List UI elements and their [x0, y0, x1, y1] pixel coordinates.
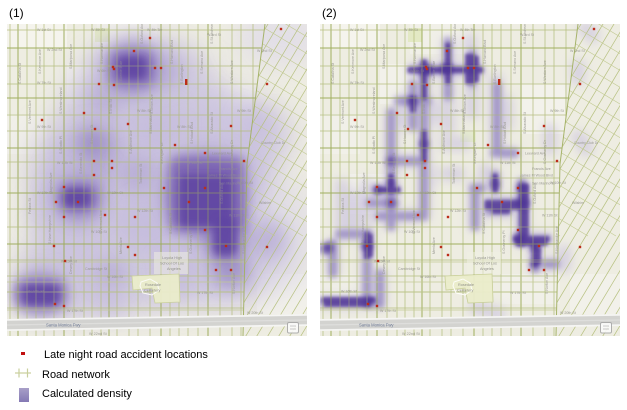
svg-text:Rosedale: Rosedale [458, 283, 474, 287]
svg-text:Angeles: Angeles [167, 267, 181, 271]
svg-text:Cemetery: Cemetery [457, 289, 474, 293]
svg-text:School Of Los: School Of Los [160, 262, 184, 266]
svg-text:School Of Los: School Of Los [473, 262, 497, 266]
svg-text:Loyola High: Loyola High [162, 256, 182, 260]
svg-text:Angeles: Angeles [480, 267, 494, 271]
svg-text:Rosedale: Rosedale [145, 283, 161, 287]
svg-text:Cemetery: Cemetery [144, 289, 161, 293]
svg-text:Loyola High: Loyola High [475, 256, 495, 260]
